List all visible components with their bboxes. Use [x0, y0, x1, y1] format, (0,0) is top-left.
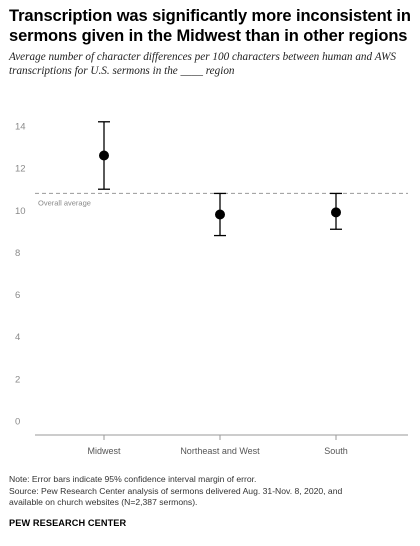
overall-average-label: Overall average: [38, 198, 91, 207]
y-tick-label: 2: [15, 374, 20, 385]
x-category-label: Northeast and West: [180, 446, 260, 456]
data-point: [331, 207, 341, 218]
y-axis-ticks: 0 2 4 6 8 10 12 14: [15, 122, 26, 428]
x-axis: Midwest Northeast and West South: [35, 434, 408, 456]
y-tick-label: 0: [15, 417, 20, 428]
chart-title: Transcription was significantly more inc…: [9, 7, 411, 45]
overall-average-reference: Overall average: [35, 192, 408, 207]
note-line: Note: Error bars indicate 95% confidence…: [9, 474, 257, 484]
y-tick-label: 10: [15, 206, 26, 217]
x-category-label: Midwest: [87, 446, 121, 456]
y-tick-label: 12: [15, 164, 26, 175]
x-category-label: South: [324, 446, 348, 456]
chart-subtitle: Average number of character differences …: [9, 51, 397, 77]
y-tick-label: 14: [15, 122, 26, 133]
chart-notes: Note: Error bars indicate 95% confidence…: [9, 474, 414, 509]
y-tick-label: 4: [15, 332, 20, 343]
y-tick-label: 6: [15, 290, 20, 301]
brand-label: PEW RESEARCH CENTER: [9, 518, 127, 528]
source-line: Source: Pew Research Center analysis of …: [9, 485, 343, 496]
error-bar-chart: 0 2 4 6 8 10 12 14 Midwest Northeast and West Sou…: [15, 121, 408, 456]
data-point: [215, 209, 225, 220]
source-line-continued: available on church websites (N=2,387 se…: [9, 497, 198, 508]
data-marks: [98, 121, 342, 237]
data-point: [99, 150, 109, 161]
y-tick-label: 8: [15, 248, 20, 259]
